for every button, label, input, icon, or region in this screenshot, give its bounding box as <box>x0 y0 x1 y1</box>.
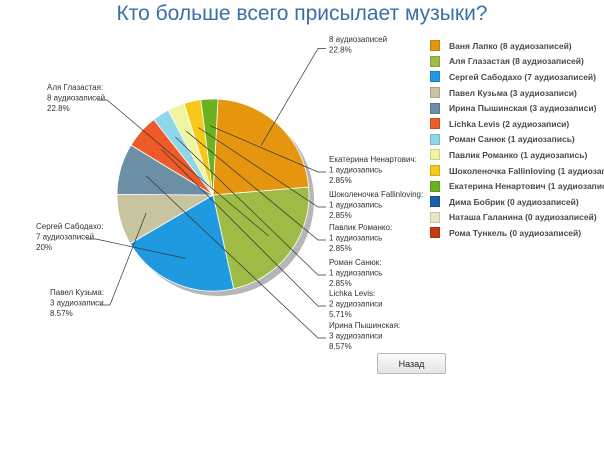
legend-swatch <box>430 227 440 239</box>
slice-label: Ирина Пышинская: 3 аудиозаписи 8.57% <box>329 321 400 351</box>
leader-line <box>175 136 326 276</box>
legend-swatch <box>430 211 440 223</box>
legend-swatch <box>430 87 440 99</box>
legend-swatch <box>430 149 440 161</box>
leader-line <box>197 127 326 208</box>
legend-label: Екатерина Ненартович (1 аудиозапись) <box>449 181 604 192</box>
legend-item: Ирина Пышинская (3 аудиозаписи) <box>430 100 604 116</box>
leader-line <box>86 238 186 259</box>
slice-label: Екатерина Ненартович: 1 аудиозапись 2.85% <box>329 155 417 185</box>
legend-item: Павел Кузьма (3 аудиозаписи) <box>430 85 604 101</box>
slice-label: Сергей Сабодахо: 7 аудиозаписей 20% <box>36 222 103 252</box>
leader-line <box>146 175 326 339</box>
legend-item: Дима Бобрик (0 аудиозаписей) <box>430 194 604 210</box>
pie-slice <box>212 98 310 196</box>
pie-slice <box>200 98 219 196</box>
leader-line <box>100 212 147 306</box>
slice-label: 8 аудиозаписей 22.8% <box>329 35 387 55</box>
legend-item: Шоколеночка Fallinloving (1 аудиозапись) <box>430 163 604 179</box>
leader-line <box>210 125 326 173</box>
chart-title: Кто больше всего присылает музыки? <box>116 2 488 25</box>
legend-label: Аля Глазастая (8 аудиозаписей) <box>449 56 584 67</box>
leader-line <box>260 48 326 146</box>
legend-label: Дима Бобрик (0 аудиозаписей) <box>449 196 579 207</box>
leader-line <box>161 148 326 307</box>
legend-swatch <box>430 71 440 83</box>
pie-slice <box>129 194 235 292</box>
legend-swatch <box>430 180 440 192</box>
leader-line <box>186 130 326 241</box>
legend-item: Ваня Лапко (8 аудиозаписей) <box>430 38 604 54</box>
legend-item: Екатерина Ненартович (1 аудиозапись) <box>430 178 604 194</box>
slice-label: Аля Глазастая: 8 аудиозаписей 22.8% <box>47 83 105 113</box>
legend-swatch <box>430 102 440 114</box>
legend-item: Роман Санюк (1 аудиозапись) <box>430 132 604 148</box>
legend-label: Шоколеночка Fallinloving (1 аудиозапись) <box>449 165 604 176</box>
legend-label: Рома Тункель (0 аудиозаписей) <box>449 227 582 238</box>
legend-label: Павлик Романко (1 аудиозапись) <box>449 149 588 160</box>
slice-label: Павлик Романко: 1 аудиозапись 2.85% <box>329 223 392 253</box>
slice-label: Роман Санюк: 1 аудиозапись 2.85% <box>329 258 382 288</box>
legend-label: Павел Кузьма (3 аудиозаписи) <box>449 87 577 98</box>
legend-label: Роман Санюк (1 аудиозапись) <box>449 134 575 145</box>
legend-label: Lichka Levis (2 аудиозаписи) <box>449 118 570 129</box>
chart-legend: Ваня Лапко (8 аудиозаписей) Аля Глазастая… <box>430 38 604 241</box>
legend-label: Ирина Пышинская (3 аудиозаписи) <box>449 103 597 114</box>
legend-swatch <box>430 55 440 67</box>
legend-label: Наташа Галанина (0 аудиозаписей) <box>449 212 597 223</box>
legend-label: Ваня Лапко (8 аудиозаписей) <box>449 40 572 51</box>
legend-swatch <box>430 118 440 130</box>
slice-label: Lichka Levis: 2 аудиозаписи 5.71% <box>329 289 383 319</box>
back-button[interactable]: Назад <box>377 353 446 374</box>
legend-label: Сергей Сабодахо (7 аудиозаписей) <box>449 71 596 82</box>
legend-item: Наташа Галанина (0 аудиозаписей) <box>430 210 604 226</box>
legend-swatch <box>430 133 440 145</box>
slice-label: Павел Кузьма: 3 аудиозаписи 8.57% <box>50 288 104 318</box>
legend-item: Аля Глазастая (8 аудиозаписей) <box>430 54 604 70</box>
slice-label: Шоколеночка Fallinloving: 1 аудиозапись 2.… <box>329 190 423 220</box>
legend-item: Павлик Романко (1 аудиозапись) <box>430 147 604 163</box>
legend-swatch <box>430 165 440 177</box>
legend-swatch <box>430 196 440 208</box>
legend-swatch <box>430 40 440 52</box>
legend-item: Lichka Levis (2 аудиозаписи) <box>430 116 604 132</box>
leader-line <box>97 99 269 237</box>
legend-item: Сергей Сабодахо (7 аудиозаписей) <box>430 69 604 85</box>
legend-item: Рома Тункель (0 аудиозаписей) <box>430 225 604 241</box>
